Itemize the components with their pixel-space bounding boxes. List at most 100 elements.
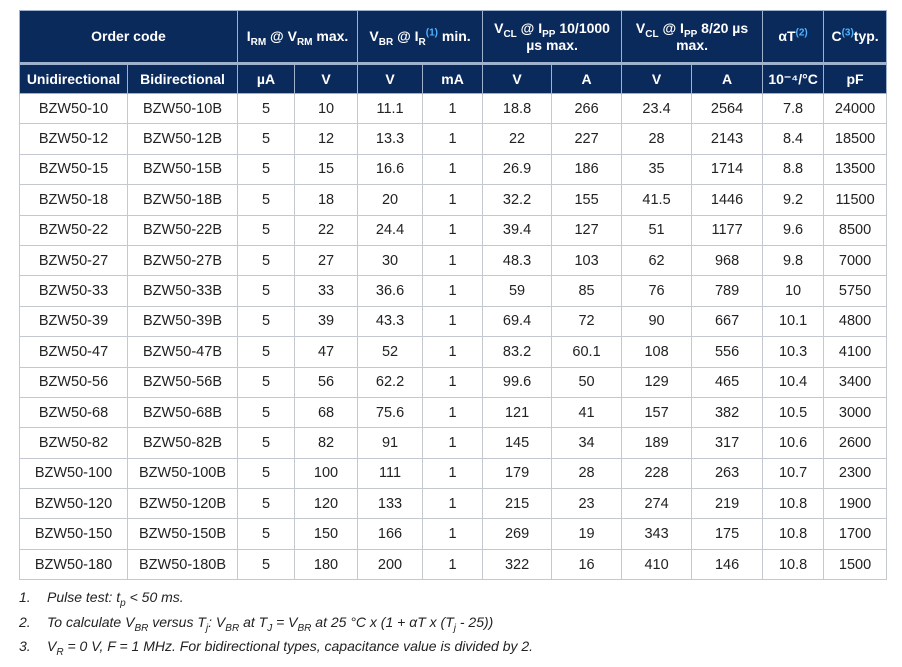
text: 10/1000 µs max. — [526, 19, 610, 53]
table-cell: BZW50-68 — [19, 396, 128, 429]
text: Order code — [91, 28, 166, 44]
table-cell: 274 — [621, 488, 693, 520]
table-cell: 68 — [294, 396, 359, 429]
table-cell: 4800 — [823, 305, 888, 338]
table-cell: BZW50-18B — [126, 184, 239, 216]
table-cell: 1 — [422, 153, 484, 186]
table-cell: 1 — [422, 366, 484, 398]
table-cell: 24000 — [823, 92, 888, 125]
table-cell: 13.3 — [357, 123, 424, 155]
table-cell: 10.3 — [762, 336, 825, 368]
text: - 25)) — [455, 613, 494, 630]
table-cell: 7.8 — [762, 92, 825, 125]
subscript: BR — [134, 622, 149, 634]
table-cell: BZW50-15 — [19, 153, 128, 186]
table-cell: BZW50-47 — [19, 336, 128, 368]
header-row-parameters: Order code IRM @ VRM max. VBR @ IR(1) min.… — [18, 10, 888, 64]
table-cell: 18500 — [823, 123, 888, 155]
table-cell: 10.7 — [762, 457, 825, 490]
table-cell: 1177 — [691, 214, 764, 246]
table-cell: 11.1 — [357, 92, 424, 125]
table-cell: 180 — [294, 548, 359, 581]
column-unit-header: 10⁻⁴/°C — [762, 62, 825, 94]
table-cell: 150 — [294, 518, 359, 550]
table-cell: 5 — [237, 457, 296, 490]
table-cell: BZW50-33 — [19, 275, 128, 307]
table-row: BZW50-22 BZW50-22B 5 22 24.4 1 39.4 127 51 1177 9.… — [19, 214, 888, 246]
table-cell: 1 — [422, 305, 484, 338]
table-cell: 133 — [357, 488, 424, 520]
table-cell: 189 — [621, 427, 693, 459]
table-cell: 120 — [294, 488, 359, 520]
table-cell: 5 — [237, 396, 296, 429]
table-cell: 1 — [422, 244, 484, 277]
table-cell: BZW50-27 — [19, 244, 128, 277]
table-cell: 51 — [621, 214, 693, 246]
table-cell: 175 — [691, 518, 764, 550]
table-cell: 1 — [422, 214, 484, 246]
table-cell: 47 — [294, 336, 359, 368]
table-cell: 24.4 — [357, 214, 424, 246]
table-cell: 157 — [621, 396, 693, 429]
table-cell: 16.6 — [357, 153, 424, 186]
table-cell: 2300 — [823, 457, 888, 490]
text: : V — [208, 613, 226, 630]
table-row: BZW50-27 BZW50-27B 5 27 30 1 48.3 103 62 968 9.8 70… — [19, 244, 888, 277]
table-cell: BZW50-33B — [126, 275, 239, 307]
table-cell: 19 — [551, 518, 623, 550]
table-cell: 5 — [237, 184, 296, 216]
table-cell: 186 — [551, 153, 623, 186]
footnote-ref: (2) — [795, 27, 808, 39]
text: 8/20 µs max. — [676, 19, 749, 53]
table-cell: 39.4 — [482, 214, 553, 246]
footnote: 2. To calculate VBR versus Tj: VBR at TJ … — [19, 614, 533, 639]
table-cell: 145 — [482, 427, 553, 459]
table-cell: 20 — [357, 184, 424, 216]
column-unit-header: Bidirectional — [126, 62, 239, 94]
table-cell: BZW50-12 — [19, 123, 128, 155]
table-cell: 1 — [422, 275, 484, 307]
text: V — [494, 19, 504, 36]
table-cell: 5 — [237, 123, 296, 155]
table-cell: 5 — [237, 305, 296, 338]
table-cell: 10.8 — [762, 548, 825, 581]
table-cell: 36.6 — [357, 275, 424, 307]
table-cell: 27 — [294, 244, 359, 277]
table-row: BZW50-12 BZW50-12B 5 12 13.3 1 22 227 28 2143 8.4 1… — [19, 123, 888, 155]
table-cell: 35 — [621, 153, 693, 186]
table-cell: 10.6 — [762, 427, 825, 459]
table-cell: 48.3 — [482, 244, 553, 277]
table-cell: 127 — [551, 214, 623, 246]
table-cell: 146 — [691, 548, 764, 581]
column-unit-header: A — [551, 62, 623, 94]
text: I — [246, 28, 251, 44]
table-cell: 968 — [691, 244, 764, 277]
footnote-ref: (3) — [841, 27, 854, 39]
subscript: j — [453, 622, 456, 634]
subscript: R — [56, 646, 64, 658]
table-cell: 227 — [551, 123, 623, 155]
column-unit-header: V — [482, 62, 553, 94]
table-cell: BZW50-82B — [126, 427, 239, 459]
column-unit-header: V — [294, 62, 359, 94]
table-cell: 322 — [482, 548, 553, 581]
table-cell: 111 — [357, 457, 424, 490]
table-cell: 2143 — [691, 123, 764, 155]
footnote: 3. VR = 0 V, F = 1 MHz. For bidirectional… — [19, 638, 533, 663]
table-cell: 26.9 — [482, 153, 553, 186]
table-cell: 200 — [357, 548, 424, 581]
table-cell: 15 — [294, 153, 359, 186]
table-cell: 129 — [621, 366, 693, 398]
table-row: BZW50-150 BZW50-150B 5 150 166 1 269 19 343 175 10… — [19, 518, 888, 550]
table-cell: 5 — [237, 548, 296, 581]
table-cell: 28 — [551, 457, 623, 490]
table-cell: 10.1 — [762, 305, 825, 338]
subscript: BR — [378, 36, 394, 48]
column-unit-header: A — [691, 62, 764, 94]
table-cell: 10.8 — [762, 488, 825, 520]
table-cell: 85 — [551, 275, 623, 307]
text: typ. — [853, 28, 879, 44]
table-cell: 18.8 — [482, 92, 553, 125]
column-group-header: VBR @ IR(1) min. — [357, 10, 484, 64]
